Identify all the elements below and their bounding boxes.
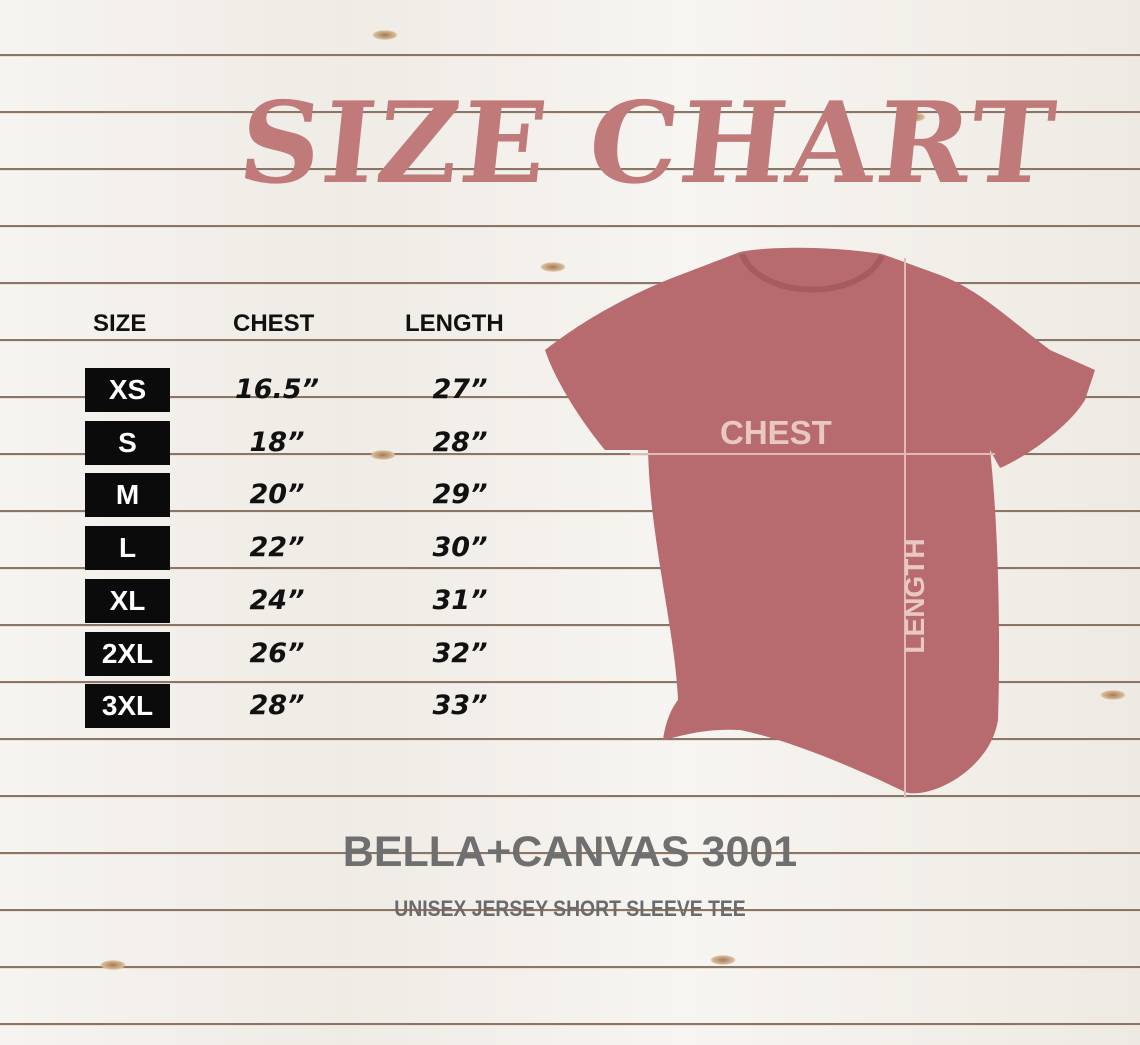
length-value: 33” <box>432 690 488 722</box>
size-badge: M <box>85 473 170 518</box>
length-value: 31” <box>432 584 488 616</box>
table-row: XS 16.5” 27” <box>85 368 585 412</box>
size-badge: 2XL <box>85 631 170 676</box>
chest-value: 18” <box>249 426 305 458</box>
wood-knot <box>372 30 398 40</box>
table-row: 2XL 26” 32” <box>85 631 585 676</box>
chest-value: 28” <box>249 690 305 722</box>
length-value: 30” <box>432 532 488 564</box>
chest-value: 26” <box>249 637 305 669</box>
table-row: L 22” 30” <box>85 526 585 571</box>
size-badge: XS <box>85 368 170 412</box>
chest-value: 20” <box>249 479 305 511</box>
wood-knot <box>1100 690 1126 700</box>
size-badge: 3XL <box>85 684 170 729</box>
size-badge: S <box>85 420 170 465</box>
table-row: S 18” 28” <box>85 420 585 465</box>
wood-knot <box>100 960 126 970</box>
wood-knot <box>370 450 396 460</box>
table-row: 3XL 28” 33” <box>85 684 585 729</box>
chest-value: 24” <box>249 584 305 616</box>
table-row: XL 24” 31” <box>85 578 585 623</box>
length-label: LENGTH <box>899 538 930 654</box>
table-row: M 20” 29” <box>85 473 585 518</box>
header-size: SIZE <box>93 310 147 337</box>
header-chest: CHEST <box>233 310 315 337</box>
product-subtitle: UNISEX JERSEY SHORT SLEEVE TEE <box>394 896 746 921</box>
size-badge: XL <box>85 578 170 623</box>
page-title: SIZE CHART <box>233 78 1063 209</box>
length-value: 32” <box>432 637 488 669</box>
chest-label: CHEST <box>720 414 832 451</box>
header-length: LENGTH <box>405 310 504 337</box>
tshirt-image <box>545 247 1095 798</box>
chest-value: 22” <box>249 532 305 564</box>
length-value: 28” <box>432 426 488 458</box>
wood-knot <box>900 112 926 122</box>
wood-knot <box>540 262 566 272</box>
wood-knot <box>710 955 736 965</box>
size-badge: L <box>85 526 170 571</box>
length-value: 27” <box>432 374 488 405</box>
length-value: 29” <box>432 479 488 511</box>
brand-name: BELLA+CANVAS 3001 <box>342 828 798 876</box>
chest-value: 16.5” <box>234 374 319 405</box>
